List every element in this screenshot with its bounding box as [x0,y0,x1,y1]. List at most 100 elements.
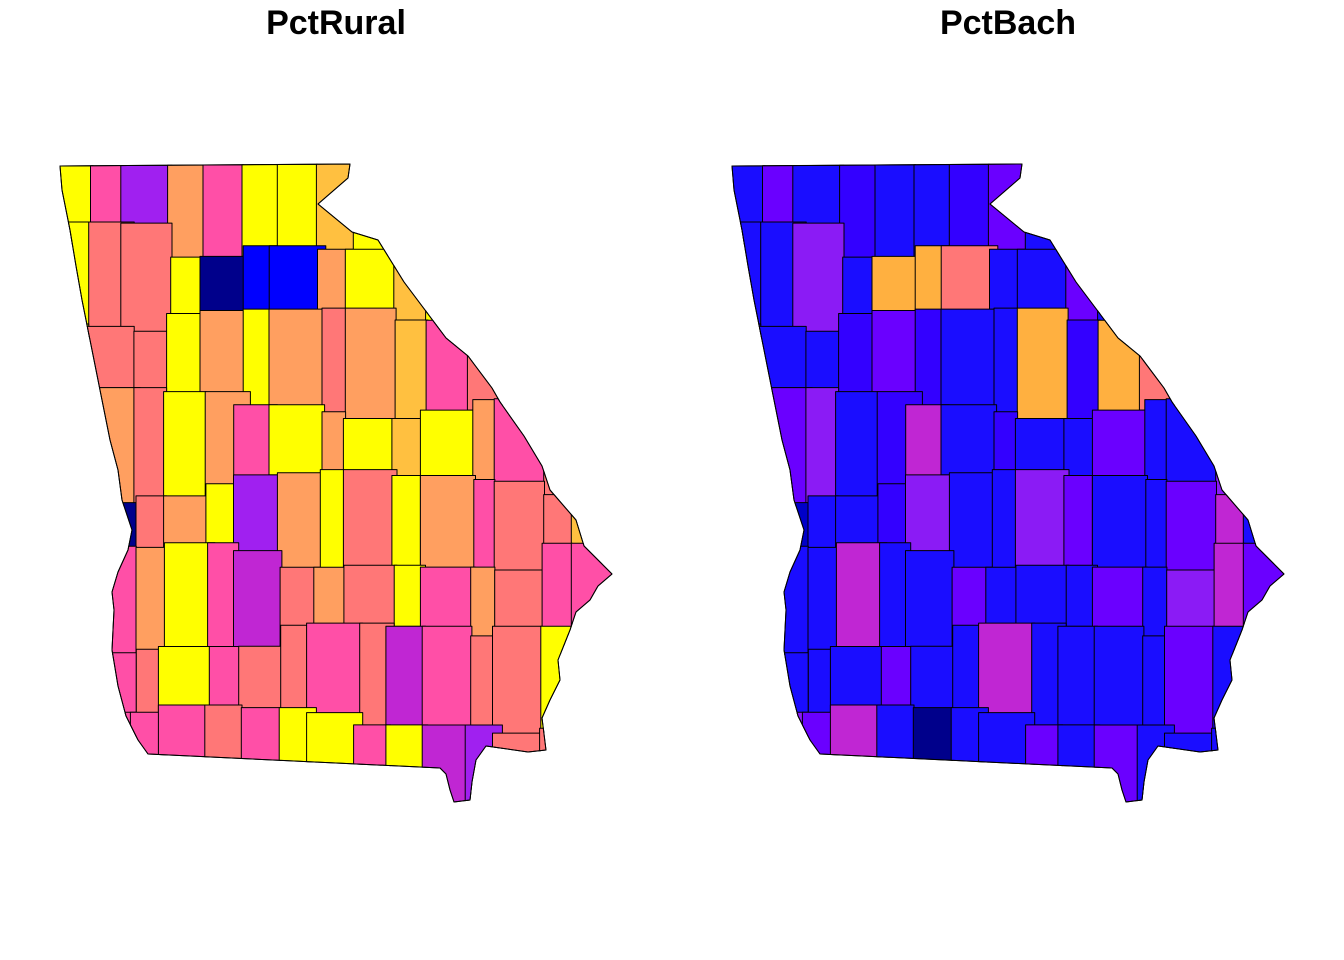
county-region [1165,480,1217,578]
county-region [208,646,242,712]
county-region [1091,566,1148,637]
county-region [135,495,168,549]
county-region [419,409,475,480]
county-region [759,325,807,389]
county-region [204,704,243,759]
county-region [353,724,392,767]
county-region [276,472,326,569]
county-region [385,625,426,727]
county-region [419,566,476,637]
panel-title: PctBach [939,4,1077,42]
county-region [876,704,915,759]
county-region [1066,319,1101,423]
county-region [268,308,327,413]
county-region [829,704,882,758]
county-region [1057,625,1098,727]
county-region [1165,398,1218,496]
county-region [871,255,917,314]
county-region [1242,542,1285,627]
county-region [135,546,168,656]
county-region [1142,635,1168,740]
county-region [241,164,280,257]
map-panel-pctbach: PctBach [672,0,1344,960]
county-region [492,625,543,740]
county-region [385,724,429,768]
county-region [829,646,888,715]
county-region [492,732,542,753]
county-region [905,550,955,655]
county-region [238,645,283,712]
county-region [319,469,345,582]
county-region [839,164,878,264]
county-region [394,319,429,423]
county-region [344,307,397,424]
county-region [1142,566,1168,645]
county-region [877,483,907,552]
county-region [991,469,1017,582]
county-region [421,625,473,727]
county-region [880,646,914,712]
county-region [1093,625,1145,727]
county-region [1025,724,1064,767]
county-region [948,163,990,259]
county-region [343,564,398,627]
county-region [1097,319,1146,423]
state-outline [59,163,613,803]
county-region [120,222,173,338]
county-region [163,495,209,548]
county-region [87,325,135,389]
county-region [276,163,318,259]
county-region [1016,307,1069,424]
county-region [783,545,809,656]
county-region [112,652,137,716]
county-region [807,546,840,656]
county-region [874,164,917,264]
county-region [784,652,809,716]
county-region [493,398,546,496]
county-region [425,319,474,423]
county-region [470,566,496,645]
county-region [166,313,206,400]
county-region [838,313,878,400]
choropleth-map [59,163,613,803]
county-region [493,480,545,578]
county-region [470,635,496,740]
county-region [835,495,881,548]
county-region [792,222,845,338]
county-region [835,391,879,499]
county-region [1093,724,1145,803]
county-region [1057,724,1101,768]
county-region [1164,732,1214,753]
map-panel-pctrural: PctRural [59,4,613,803]
county-region [240,707,282,761]
county-region [910,645,955,712]
county-region [167,164,206,264]
county-region [157,646,216,715]
county-region [1091,409,1147,480]
county-region [1145,479,1168,578]
county-region [940,308,999,413]
county-region [111,545,137,656]
county-region [1212,625,1244,734]
county-region [268,404,326,476]
county-region [321,307,347,424]
county-region [391,475,421,578]
county-region [233,550,283,655]
panel-title: PctRural [266,4,406,42]
county-region [1091,475,1148,578]
county-region [133,387,168,507]
county-region [1164,625,1215,740]
county-region [948,472,998,569]
county-region [419,475,476,578]
county-region [421,724,473,803]
county-region [163,391,207,499]
choropleth-map [731,163,1285,803]
county-region [993,307,1019,424]
county-region [940,404,998,476]
county-region [321,411,347,474]
county-region [1063,475,1093,578]
state-outline [731,163,1285,803]
county-region [912,707,954,761]
county-region [205,483,235,552]
county-region [993,411,1019,474]
